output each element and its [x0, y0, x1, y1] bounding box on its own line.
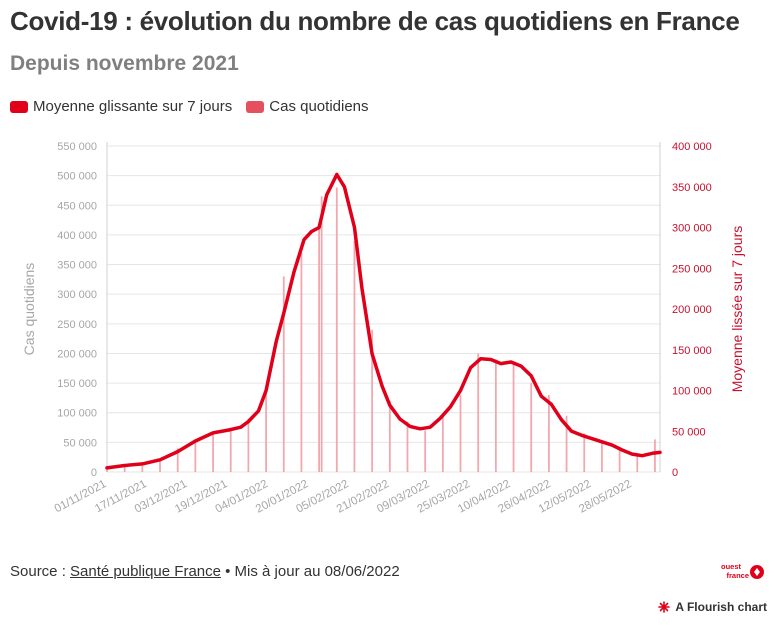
bar-daily-cases	[424, 430, 427, 472]
y-right-tick-label: 0	[672, 467, 678, 479]
flourish-credit[interactable]: A Flourish chart	[658, 600, 767, 614]
y-left-tick-label: 300 000	[57, 289, 97, 301]
bar-daily-cases	[388, 400, 391, 472]
y-right-tick-label: 200 000	[672, 304, 712, 316]
y-left-tick-label: 200 000	[57, 348, 97, 360]
bar-daily-cases	[601, 442, 603, 472]
bar-daily-cases	[300, 252, 303, 472]
bar-daily-cases	[229, 427, 232, 472]
y-right-tick-label: 350 000	[672, 182, 712, 194]
bar-daily-cases	[353, 240, 356, 472]
footer-updated: • Mis à jour au 08/06/2022	[220, 563, 400, 580]
bar-daily-cases	[282, 276, 285, 472]
legend-label-daily-cases: Cas quotidiens	[269, 98, 369, 115]
y-left-tick-label: 500 000	[57, 171, 97, 183]
footer-source: Source : Santé publique France • Mis à j…	[10, 563, 400, 580]
bar-daily-cases	[530, 383, 533, 472]
legend-item-daily-cases[interactable]: Cas quotidiens	[246, 98, 369, 115]
bar-daily-cases	[583, 433, 586, 472]
y-axis-right-label: Moyenne lissée sur 7 jours	[729, 226, 745, 393]
y-left-tick-label: 550 000	[57, 141, 97, 153]
y-right-tick-label: 400 000	[672, 141, 712, 153]
legend-label-moving-average: Moyenne glissante sur 7 jours	[33, 98, 233, 115]
logo-text-top: ouest	[721, 562, 742, 571]
y-right-tick-label: 100 000	[672, 386, 712, 398]
footer-prefix: Source :	[10, 563, 71, 580]
bar-daily-cases	[335, 187, 338, 472]
y-left-tick-label: 50 000	[63, 437, 97, 449]
bar-daily-cases	[618, 448, 621, 472]
y-left-tick-label: 0	[91, 467, 97, 479]
source-link[interactable]: Santé publique France	[70, 563, 221, 580]
chart-plot: Cas quotidiens Moyenne lissée sur 7 jour…	[21, 141, 745, 516]
chart-title: Covid-19 : évolution du nombre de cas qu…	[10, 6, 740, 36]
bar-daily-cases	[320, 196, 323, 472]
chart-subtitle: Depuis novembre 2021	[10, 52, 239, 75]
bar-daily-cases	[494, 359, 497, 472]
bar-daily-cases	[459, 394, 462, 472]
bar-daily-cases	[247, 418, 250, 472]
flourish-label: A Flourish chart	[675, 600, 767, 614]
logo-text-bottom: france	[726, 571, 749, 580]
bar-daily-cases	[548, 394, 550, 472]
y-left-tick-label: 400 000	[57, 230, 97, 242]
bar-daily-cases	[194, 439, 197, 472]
y-left-tick-label: 150 000	[57, 378, 97, 390]
y-left-tick-label: 450 000	[57, 200, 97, 212]
bar-daily-cases	[636, 454, 639, 472]
legend-item-moving-average[interactable]: Moyenne glissante sur 7 jours	[10, 98, 232, 115]
logo-mark-icon	[754, 568, 760, 576]
y-right-tick-label: 150 000	[672, 345, 712, 357]
y-axis-left-label: Cas quotidiens	[21, 263, 37, 356]
bar-daily-cases	[176, 448, 179, 472]
y-right-tick-label: 250 000	[672, 263, 712, 275]
bar-daily-cases	[212, 433, 214, 472]
y-left-tick-label: 100 000	[57, 408, 97, 420]
bar-daily-cases	[265, 389, 267, 472]
chart-legend: Moyenne glissante sur 7 jours Cas quotid…	[10, 98, 369, 115]
legend-swatch-moving-average	[10, 100, 28, 113]
bar-daily-cases	[371, 329, 374, 472]
y-right-tick-label: 50 000	[672, 426, 706, 438]
bar-daily-cases	[123, 464, 126, 472]
flourish-icon	[658, 601, 671, 613]
y-right-tick-label: 300 000	[672, 223, 712, 235]
bar-daily-cases	[318, 223, 320, 472]
bar-daily-cases	[654, 439, 656, 472]
bar-daily-cases	[565, 415, 568, 472]
line-moving-average	[105, 172, 662, 470]
bar-daily-cases	[441, 415, 444, 472]
bar-daily-cases	[512, 362, 515, 472]
y-left-tick-label: 250 000	[57, 319, 97, 331]
bar-daily-cases	[159, 458, 161, 472]
y-left-tick-label: 350 000	[57, 260, 97, 272]
bar-daily-cases	[406, 421, 409, 472]
legend-swatch-daily-cases	[246, 100, 265, 113]
ouest-france-logo[interactable]: ouest france	[719, 560, 769, 584]
bar-daily-cases	[477, 353, 480, 472]
bar-daily-cases	[141, 463, 144, 472]
